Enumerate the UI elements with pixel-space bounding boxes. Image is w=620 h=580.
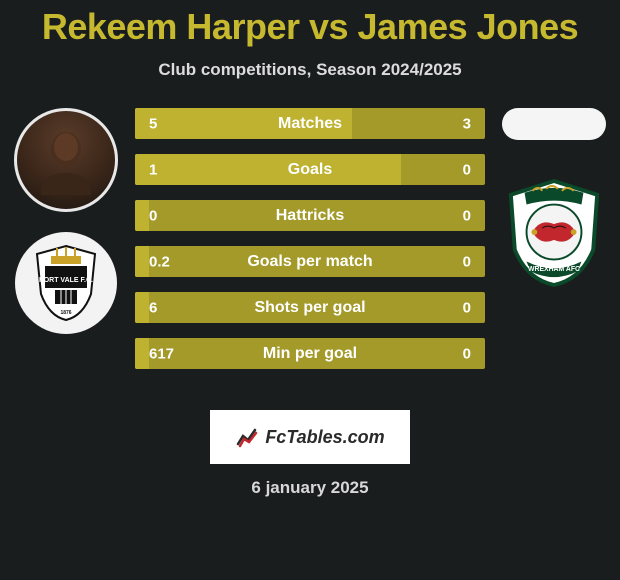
stat-row: 0Hattricks0 [135,200,485,231]
comparison-area: PORT VALE F.C. 1876 [0,108,620,388]
stat-row: 6Shots per goal0 [135,292,485,323]
player-right-column: WREXHAM AFC [494,108,614,284]
person-icon [31,125,101,195]
stat-label: Goals per match [135,253,485,271]
player-left-avatar [14,108,118,212]
stat-bars: 5Matches31Goals00Hattricks00.2Goals per … [135,108,485,369]
stat-row: 5Matches3 [135,108,485,139]
page-title: Rekeem Harper vs James Jones [0,0,620,48]
stat-value-right: 0 [463,345,471,362]
stat-label: Min per goal [135,345,485,363]
stat-row: 1Goals0 [135,154,485,185]
club-crest-icon: PORT VALE F.C. 1876 [33,244,99,322]
stat-value-right: 3 [463,115,471,132]
stat-value-right: 0 [463,299,471,316]
brand-text: FcTables.com [265,427,384,448]
page-subtitle: Club competitions, Season 2024/2025 [0,60,620,80]
stat-label: Matches [135,115,485,133]
stat-value-right: 0 [463,253,471,270]
player-left-column: PORT VALE F.C. 1876 [6,108,126,334]
stat-row: 0.2Goals per match0 [135,246,485,277]
player-left-club-crest: PORT VALE F.C. 1876 [15,232,117,334]
stat-value-right: 0 [463,207,471,224]
stat-label: Goals [135,161,485,179]
brand-box: FcTables.com [210,410,410,464]
stat-label: Hattricks [135,207,485,225]
chart-icon [235,424,261,450]
svg-text:WREXHAM AFC: WREXHAM AFC [528,266,580,273]
date-text: 6 january 2025 [0,478,620,498]
club-crest-icon: WREXHAM AFC [503,176,605,290]
svg-text:PORT VALE F.C.: PORT VALE F.C. [39,277,93,284]
svg-text:1876: 1876 [60,310,71,316]
stat-value-right: 0 [463,161,471,178]
stat-label: Shots per goal [135,299,485,317]
player-right-club-crest: WREXHAM AFC [503,182,605,284]
stat-row: 617Min per goal0 [135,338,485,369]
player-right-avatar [502,108,606,140]
